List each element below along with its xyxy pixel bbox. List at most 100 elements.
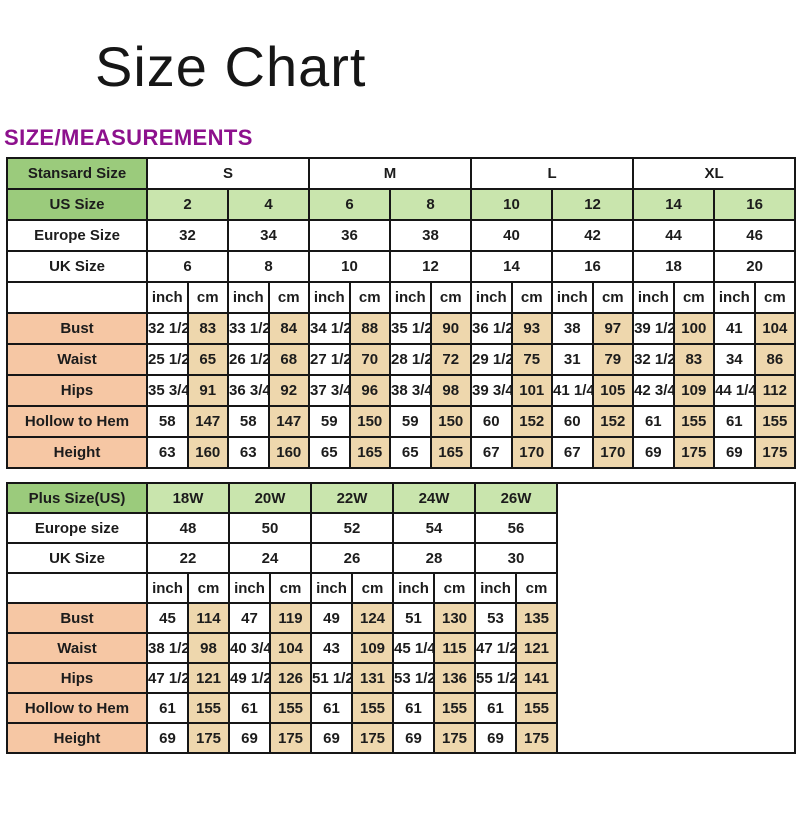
measurement-cell: 26 1/2	[227, 343, 270, 376]
plus-measurement-cell: 104	[269, 632, 312, 664]
measurement-cell: 60	[551, 405, 594, 438]
measurement-cell: 165	[348, 436, 392, 469]
measurement-label: Hips	[6, 374, 148, 407]
measurement-cell: 25 1/2	[146, 343, 189, 376]
measurement-row: Hollow to Hem 58 147 58 147 59 150 59 150 60 152 60…	[6, 405, 797, 438]
plus-measurement-cell: 175	[515, 722, 558, 754]
size-cell: 18	[632, 250, 716, 283]
size-row: UK Size 6 8 10 12 14 16 18 20	[6, 250, 797, 283]
measurement-cell: 36 3/4	[227, 374, 270, 407]
measurement-cell: 60	[470, 405, 513, 438]
size-cell: 12	[551, 188, 635, 221]
size-cell: 10	[308, 250, 392, 283]
measurement-cell: 104	[753, 312, 797, 345]
measurement-cell: 69	[632, 436, 675, 469]
measurement-cell: 90	[429, 312, 473, 345]
plus-measurement-cell: 175	[351, 722, 394, 754]
measurement-cell: 86	[753, 343, 797, 376]
size-cell: 32	[146, 219, 229, 252]
measurement-cell: 65	[186, 343, 229, 376]
unit-cm-cell: cm	[429, 281, 473, 314]
plus-measurement-label: Bust	[6, 602, 148, 634]
measurement-cell: 150	[429, 405, 473, 438]
measurement-cell: 79	[591, 343, 635, 376]
measurement-cell: 28 1/2	[389, 343, 432, 376]
measurement-cell: 61	[632, 405, 675, 438]
plus-measurement-label: Height	[6, 722, 148, 754]
plus-measurement-cell: 49 1/2	[228, 662, 271, 694]
measurement-cell: 41 1/4	[551, 374, 594, 407]
standard-group-cell: XL	[632, 157, 797, 190]
measurement-cell: 170	[591, 436, 635, 469]
measurement-cell: 98	[429, 374, 473, 407]
standard-group-cell: S	[145, 157, 311, 190]
unit-inch-cell: inch	[146, 281, 189, 314]
size-cell: 6	[146, 250, 229, 283]
plus-size-row-label: UK Size	[6, 542, 148, 574]
size-cell: 6	[308, 188, 392, 221]
plus-measurement-cell: 175	[269, 722, 312, 754]
measurement-cell: 160	[267, 436, 311, 469]
plus-measurement-cell: 175	[433, 722, 476, 754]
plus-measurement-cell: 61	[146, 692, 189, 724]
measurement-cell: 147	[267, 405, 311, 438]
plus-measurement-cell: 98	[187, 632, 230, 664]
plus-size-cell: 24	[228, 542, 312, 574]
plus-size-cell: 26W	[474, 482, 558, 514]
plus-measurement-cell: 49	[310, 602, 353, 634]
measurement-cell: 165	[429, 436, 473, 469]
plus-measurement-cell: 40 3/4	[228, 632, 271, 664]
plus-measurement-row: Hips 47 1/2 121 49 1/2 126 51 1/2 131 53 1/2 136…	[6, 662, 795, 694]
unit-inch-cell: inch	[632, 281, 675, 314]
measurement-cell: 33 1/2	[227, 312, 270, 345]
plus-size-cell: 54	[392, 512, 476, 544]
measurement-cell: 67	[551, 436, 594, 469]
plus-measurement-cell: 141	[515, 662, 558, 694]
measurement-cell: 35 1/2	[389, 312, 432, 345]
measurement-cell: 93	[510, 312, 554, 345]
standard-group-cell: M	[308, 157, 473, 190]
plus-size-cell: 56	[474, 512, 558, 544]
plus-measurement-cell: 135	[515, 602, 558, 634]
measurement-cell: 101	[510, 374, 554, 407]
measurement-cell: 32 1/2	[146, 312, 189, 345]
measurement-cell: 83	[672, 343, 716, 376]
plus-measurement-cell: 69	[392, 722, 435, 754]
unit-cm-cell: cm	[753, 281, 797, 314]
plus-measurement-cell: 131	[351, 662, 394, 694]
measurement-cell: 84	[267, 312, 311, 345]
measurement-row: Height 63 160 63 160 65 165 65 165 67 170 67 170 69 17…	[6, 436, 797, 469]
measurement-cell: 69	[713, 436, 756, 469]
plus-size-row: Europe size 48 50 52 54 56	[6, 512, 795, 544]
plus-measurement-cell: 155	[187, 692, 230, 724]
size-cell: 8	[389, 188, 473, 221]
plus-measurement-cell: 69	[146, 722, 189, 754]
measurement-cell: 147	[186, 405, 229, 438]
size-cell: 8	[226, 250, 311, 283]
plus-measurement-cell: 155	[515, 692, 558, 724]
plus-measurement-cell: 55 1/2	[474, 662, 517, 694]
measurement-cell: 44 1/4	[713, 374, 756, 407]
unit-cm-cell: cm	[187, 572, 230, 604]
plus-measurement-row: Waist 38 1/2 98 40 3/4 104 43 109 45 1/4 115 47 1…	[6, 632, 795, 664]
plus-size-cell: 30	[474, 542, 558, 574]
plus-measurement-cell: 175	[187, 722, 230, 754]
plus-measurement-cell: 51 1/2	[310, 662, 353, 694]
plus-size-cell: 22	[146, 542, 230, 574]
plus-measurement-cell: 69	[474, 722, 517, 754]
measurement-cell: 75	[510, 343, 554, 376]
plus-measurement-cell: 51	[392, 602, 435, 634]
plus-size-cell: 24W	[392, 482, 476, 514]
unit-inch-cell: inch	[389, 281, 432, 314]
size-cell: 44	[632, 219, 716, 252]
section-heading: SIZE/MEASUREMENTS	[4, 125, 253, 150]
measurement-cell: 38	[551, 312, 594, 345]
size-cell: 14	[470, 250, 554, 283]
measurement-cell: 38 3/4	[389, 374, 432, 407]
measurement-cell: 112	[753, 374, 797, 407]
unit-cm-cell: cm	[591, 281, 635, 314]
measurement-cell: 150	[348, 405, 392, 438]
unit-inch-cell: inch	[470, 281, 513, 314]
size-cell: 16	[551, 250, 635, 283]
measurement-cell: 42 3/4	[632, 374, 675, 407]
